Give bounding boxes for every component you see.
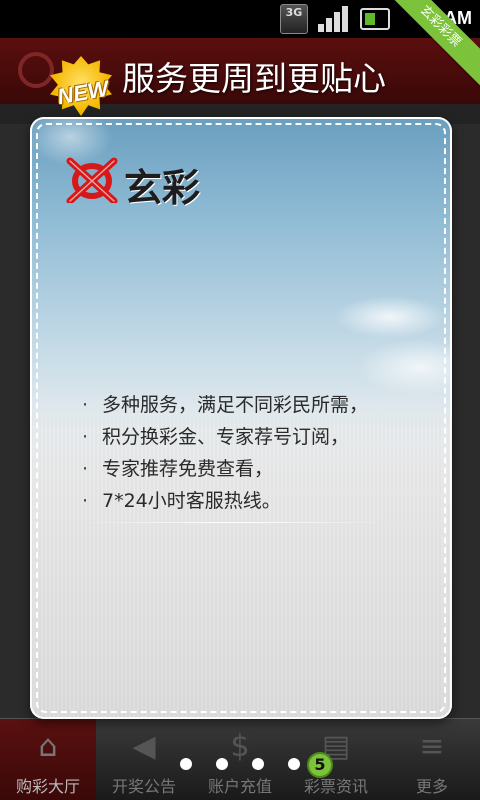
feature-item: · 专家推荐免费查看， — [82, 458, 274, 480]
xuancai-logo-icon — [66, 157, 118, 203]
page-dot[interactable] — [216, 758, 228, 770]
feature-list: · 多种服务，满足不同彩民所需， · 积分换彩金、专家荐号订阅， · 专家推荐免费查看… — [82, 389, 432, 517]
feature-item: · 多种服务，满足不同彩民所需， — [82, 394, 369, 416]
tab-label: 购彩大厅 — [15, 777, 80, 796]
tab-more[interactable]: ≡ 更多 — [384, 719, 480, 800]
new-badge: NEW — [42, 56, 122, 118]
battery-icon — [360, 8, 390, 30]
more-icon: ≡ — [419, 729, 445, 764]
feature-card[interactable]: 玄彩 · 多种服务，满足不同彩民所需， · 积分换彩金、专家荐号订阅， · 专家推荐免… — [30, 117, 452, 719]
divider — [74, 522, 394, 523]
page-dot[interactable] — [180, 758, 192, 770]
page-dot[interactable] — [288, 758, 300, 770]
signal-icon — [316, 4, 350, 34]
page-indicator — [180, 758, 304, 774]
overlay-headline: 服务更周到更贴心 — [122, 59, 386, 98]
speaker-icon: ◀ — [132, 729, 156, 764]
tab-account-recharge[interactable]: $ 账户充值 — [192, 719, 288, 800]
brand-name: 玄彩 — [124, 165, 201, 210]
home-icon: ⌂ — [38, 729, 58, 764]
tab-label: 账户充值 — [207, 777, 272, 796]
tab-label: 开奖公告 — [111, 777, 176, 796]
feature-item: · 7*24小时客服热线。 — [82, 490, 281, 512]
current-page-badge: 5 — [307, 752, 333, 778]
card-dashed-border — [36, 123, 446, 713]
tab-label: 更多 — [415, 777, 448, 796]
feature-item: · 积分换彩金、专家荐号订阅， — [82, 426, 350, 448]
brushed-metal-background — [30, 417, 452, 719]
tab-purchase-hall[interactable]: ⌂ 购彩大厅 — [0, 719, 96, 800]
tab-label: 彩票资讯 — [303, 777, 368, 796]
network-3g-icon: 3G — [280, 4, 308, 34]
dollar-icon: $ — [230, 729, 250, 764]
tab-draw-results[interactable]: ◀ 开奖公告 — [96, 719, 192, 800]
page-dot[interactable] — [252, 758, 264, 770]
bottom-tab-bar: ⌂ 购彩大厅 ◀ 开奖公告 $ 账户充值 ▤ 彩票资讯 ≡ 更多 — [0, 718, 480, 800]
background-logo-icon — [18, 52, 54, 88]
